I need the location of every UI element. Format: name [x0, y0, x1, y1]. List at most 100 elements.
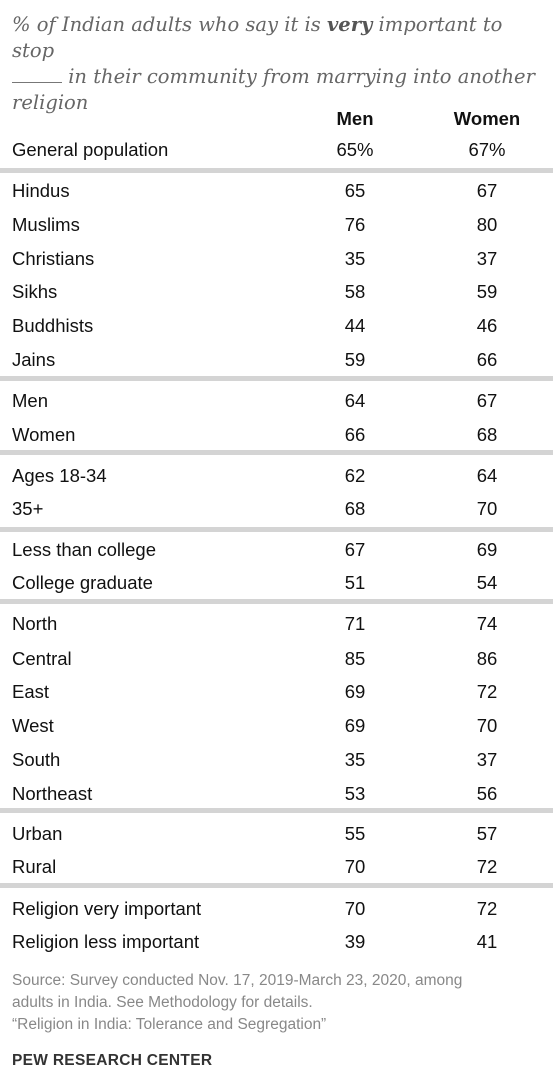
table-row: Religion very important 70 72	[0, 894, 558, 924]
row-label: General population	[12, 139, 169, 160]
row-label: Urban	[12, 823, 63, 844]
source-note: Source: Survey conducted Nov. 17, 2019-M…	[12, 970, 552, 1036]
value-women: 74	[476, 613, 498, 634]
value-men: 76	[344, 214, 366, 235]
value-women: 37	[476, 248, 498, 269]
table-row: Urban 55 57	[0, 819, 558, 849]
value-women: 72	[476, 898, 498, 919]
table-row: Northeast 53 56	[0, 779, 558, 809]
row-label: North	[12, 613, 58, 634]
row-label: Sikhs	[12, 281, 58, 302]
value-men: 35	[344, 749, 366, 770]
value-men: 44	[344, 315, 366, 336]
table-row: Women 66 68	[0, 420, 558, 450]
row-label: Muslims	[12, 214, 80, 235]
row-label: Christians	[12, 248, 95, 269]
value-men: 69	[344, 681, 366, 702]
value-women: 54	[476, 572, 498, 593]
table-row: North 71 74	[0, 609, 558, 639]
row-label: Rural	[12, 856, 57, 877]
table-row: West 69 70	[0, 711, 558, 741]
source-line: adults in India. See Methodology for det…	[12, 994, 313, 1011]
value-women: 86	[476, 648, 498, 669]
table-row: Ages 18-34 62 64	[0, 461, 558, 491]
table-row: Religion less important 39 41	[0, 927, 558, 957]
table-row: Central 85 86	[0, 644, 558, 674]
value-men: 59	[344, 349, 366, 370]
value-men: 69	[344, 715, 366, 736]
title-blank	[12, 66, 62, 83]
row-label: Less than college	[12, 539, 156, 560]
table-row: Buddhists 44 46	[0, 311, 558, 341]
group-separator	[0, 599, 553, 604]
row-label: Central	[12, 648, 72, 669]
value-women: 41	[476, 931, 498, 952]
value-men: 71	[344, 613, 366, 634]
table-row: Hindus 65 67	[0, 176, 558, 206]
title-part-1: % of Indian adults who say it is	[12, 13, 327, 36]
row-label: West	[12, 715, 54, 736]
group-separator	[0, 376, 553, 381]
value-men: 62	[344, 465, 366, 486]
row-label: 35+	[12, 498, 44, 519]
value-women: 72	[476, 856, 498, 877]
table-row: Sikhs 58 59	[0, 277, 558, 307]
table-row: East 69 72	[0, 677, 558, 707]
row-label: Religion less important	[12, 931, 200, 952]
value-men: 35	[344, 248, 366, 269]
value-women: 66	[476, 349, 498, 370]
value-women: 57	[476, 823, 498, 844]
value-men: 55	[344, 823, 366, 844]
value-men: 85	[344, 648, 366, 669]
group-separator	[0, 808, 553, 813]
table-row: Muslims 76 80	[0, 210, 558, 240]
row-label: Ages 18-34	[12, 465, 107, 486]
value-women: 69	[476, 539, 498, 560]
value-men: 53	[344, 783, 366, 804]
source-line: Source: Survey conducted Nov. 17, 2019-M…	[12, 972, 463, 989]
table-row: South 35 37	[0, 745, 558, 775]
value-men: 51	[344, 572, 366, 593]
value-women: 64	[476, 465, 498, 486]
group-separator	[0, 450, 553, 455]
row-label: Northeast	[12, 783, 93, 804]
value-women: 67	[476, 180, 498, 201]
value-men: 66	[344, 424, 366, 445]
value-men: 39	[344, 931, 366, 952]
value-women: 70	[476, 715, 498, 736]
chart-title: % of Indian adults who say it is very im…	[12, 12, 548, 116]
title-emphasis: very	[326, 13, 373, 36]
row-label: Religion very important	[12, 898, 202, 919]
value-women: 37	[476, 749, 498, 770]
column-header-women: Women	[453, 108, 521, 129]
title-part-3: in their community from marrying into an…	[12, 65, 535, 114]
value-men: 70	[344, 898, 366, 919]
value-women: 70	[476, 498, 498, 519]
value-women: 67	[476, 390, 498, 411]
value-men: 67	[344, 539, 366, 560]
value-men: 68	[344, 498, 366, 519]
table-row: Less than college 67 69	[0, 535, 558, 565]
table-row: 35+ 68 70	[0, 494, 558, 524]
value-women: 56	[476, 783, 498, 804]
value-women: 72	[476, 681, 498, 702]
group-separator	[0, 527, 553, 532]
column-header-men: Men	[336, 108, 374, 129]
row-label: Hindus	[12, 180, 70, 201]
row-label: Buddhists	[12, 315, 94, 336]
brand-logo-text: PEW RESEARCH CENTER	[12, 1052, 213, 1069]
value-women: 59	[476, 281, 498, 302]
value-women: 46	[476, 315, 498, 336]
group-separator	[0, 883, 553, 888]
row-label: Women	[12, 424, 76, 445]
row-label: Jains	[12, 349, 56, 370]
row-label: East	[12, 681, 50, 702]
title-part-2: important to stop	[12, 13, 503, 62]
value-men: 65%	[336, 139, 374, 160]
table-row: General population 65% 67%	[0, 135, 558, 165]
value-men: 58	[344, 281, 366, 302]
value-men: 65	[344, 180, 366, 201]
value-women: 67%	[468, 139, 506, 160]
table-row: Jains 59 66	[0, 345, 558, 375]
table-row: Rural 70 72	[0, 852, 558, 882]
